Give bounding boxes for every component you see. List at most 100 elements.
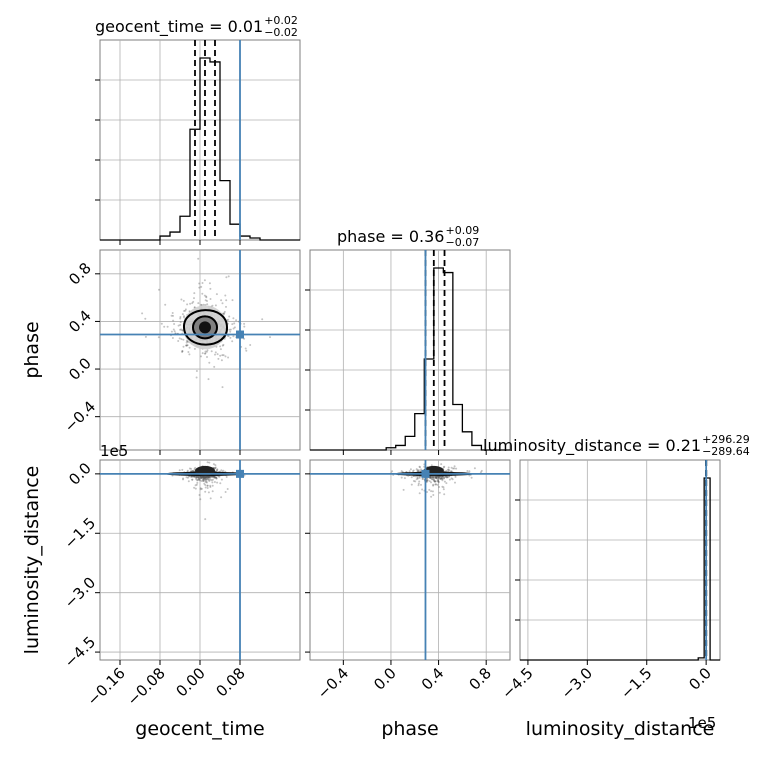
sample-point (211, 478, 214, 481)
sample-point (443, 477, 446, 479)
sample-point (214, 467, 217, 470)
sample-point (157, 336, 160, 339)
sample-point (426, 480, 429, 483)
sample-point (214, 304, 217, 307)
sample-point (437, 481, 440, 484)
sample-point (206, 300, 208, 302)
sample-point (191, 470, 194, 473)
title-upper-error: +296.29 (702, 433, 750, 446)
sample-point (428, 488, 431, 491)
sample-point (181, 351, 184, 353)
sample-point (182, 338, 185, 341)
sample-point (208, 461, 211, 464)
sample-point (170, 314, 173, 317)
sample-point (437, 480, 440, 483)
sample-point (430, 481, 432, 484)
sample-point (447, 466, 450, 469)
sample-point (442, 466, 445, 469)
sample-point (204, 490, 207, 493)
panel-title-phase: phase = 0.36 (337, 227, 444, 246)
sample-point (235, 319, 238, 322)
sample-point (186, 476, 189, 479)
sample-point (421, 488, 424, 491)
sample-point (227, 275, 230, 278)
sample-point (181, 468, 184, 471)
sample-point (442, 477, 445, 480)
sample-point (211, 304, 214, 307)
sample-point (207, 478, 210, 481)
sample-point (199, 476, 202, 479)
x-tick-label: 0.8 (465, 664, 495, 694)
y-tick-label: −4.5 (61, 633, 99, 671)
sample-point (198, 477, 201, 480)
sample-point (426, 479, 429, 482)
sample-point (468, 470, 471, 473)
sample-point (205, 476, 208, 479)
sample-point (468, 474, 471, 477)
sample-point (144, 317, 147, 320)
sample-point (204, 479, 207, 482)
sample-point (436, 476, 439, 479)
sample-point (201, 282, 204, 284)
sample-point (198, 478, 201, 481)
sample-point (447, 468, 450, 471)
sample-point (429, 475, 432, 478)
sample-point (196, 476, 199, 479)
sample-point (216, 481, 219, 484)
sample-point (210, 479, 213, 482)
sample-point (430, 490, 433, 493)
sample-point (203, 476, 206, 479)
sample-point (216, 353, 219, 356)
sample-point (183, 310, 186, 312)
sample-point (219, 348, 222, 351)
sample-point (211, 481, 214, 484)
sample-point (441, 476, 444, 479)
sample-point (188, 346, 191, 349)
sample-point (453, 465, 456, 468)
sample-point (430, 478, 433, 481)
sample-point (208, 476, 211, 479)
sample-point (429, 476, 432, 479)
sample-point (200, 355, 202, 358)
sample-point (222, 469, 225, 472)
sample-point (173, 330, 176, 333)
sample-point (221, 354, 224, 357)
sample-point (225, 305, 227, 308)
sample-point (193, 475, 195, 478)
sample-point (203, 482, 206, 485)
sample-point (194, 476, 197, 479)
sample-point (416, 469, 419, 472)
sample-point (446, 476, 449, 479)
sample-point (204, 476, 207, 478)
sample-point (191, 475, 193, 478)
sample-point (166, 325, 169, 328)
sample-point (451, 478, 454, 481)
sample-point (470, 476, 473, 479)
sample-point (192, 470, 195, 473)
sample-point (172, 319, 175, 322)
sample-point (197, 302, 200, 305)
sample-point (410, 483, 413, 486)
sample-point (441, 477, 444, 480)
sample-point (196, 479, 199, 482)
sample-point (214, 351, 217, 354)
sample-point (442, 488, 445, 491)
sample-point (189, 302, 192, 305)
sample-point (191, 478, 194, 481)
sample-point (204, 299, 207, 302)
sample-point (403, 477, 406, 480)
contour-outer (182, 309, 229, 346)
sample-point (205, 296, 208, 299)
sample-point (181, 329, 184, 332)
sample-point (432, 476, 435, 479)
sample-point (442, 486, 445, 489)
sample-point (195, 483, 198, 486)
sample-point (193, 347, 196, 350)
sample-point (454, 475, 457, 478)
sample-point (207, 378, 210, 381)
sample-point (199, 479, 201, 482)
sample-point (205, 350, 208, 353)
sample-point (438, 491, 441, 494)
sample-point (400, 470, 403, 473)
sample-point (426, 491, 428, 493)
